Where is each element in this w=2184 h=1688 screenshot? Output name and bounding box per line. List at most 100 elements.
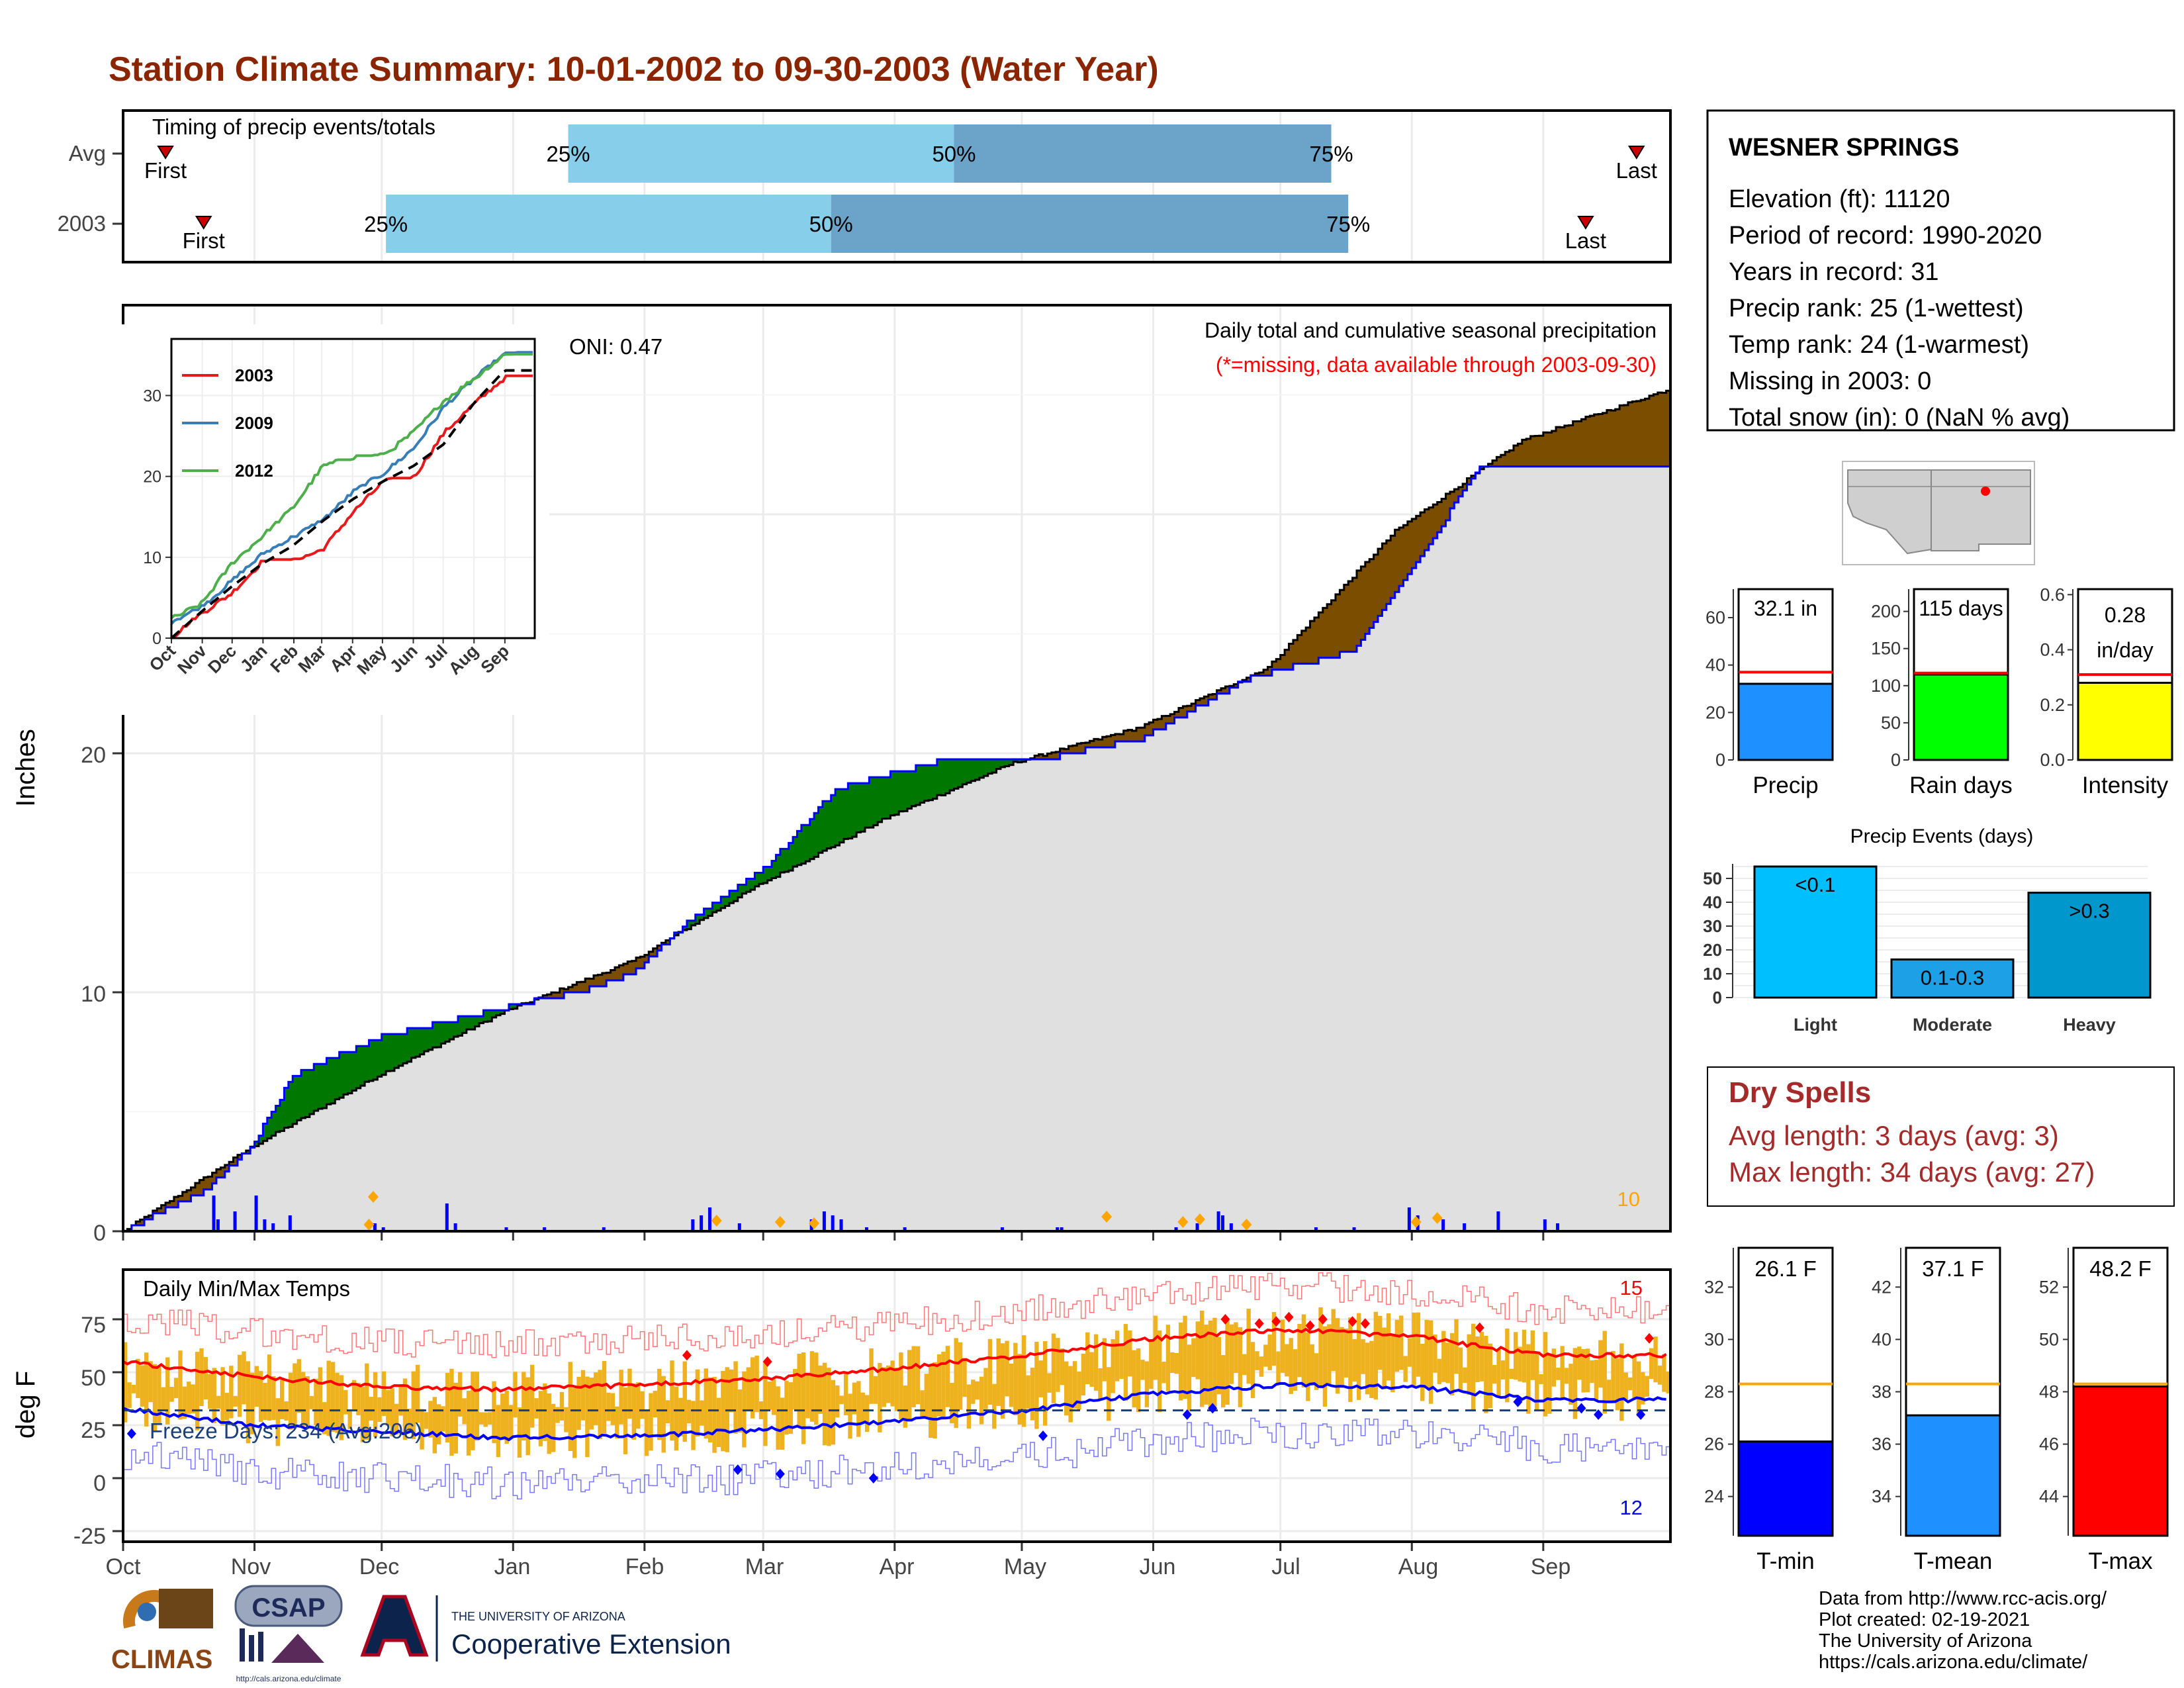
daily-temp-range-bar [169,1386,174,1402]
daily-temp-range-bar [700,1400,704,1426]
summary-bar-tick-label: 0 [1891,750,1901,770]
temp-series [122,1272,1670,1500]
daily-temp-range-bar [924,1374,929,1419]
temp-summary-bar [1905,1414,2001,1537]
daily-temp-range-bar [127,1382,132,1408]
temp-chart: Daily Min/Max Temps 15 12 Freeze Days: 2… [11,1268,1672,1579]
temp-summary-bar [2072,1385,2169,1537]
temp-summary-tick-label: 26 [1704,1434,1724,1454]
summary-bar-name: Rain days [1909,773,2013,798]
daily-temp-range-bar [1212,1317,1217,1407]
daily-temp-range-bar [407,1409,412,1432]
daily-temp-range-bar [1602,1331,1607,1414]
ua-logo: THE UNIVERSITY OF ARIZONA Cooperative Ex… [360,1595,731,1662]
daily-temp-range-bar [373,1372,378,1437]
daily-precip-bar [1496,1211,1500,1231]
daily-temp-range-bar [343,1389,348,1415]
daily-temp-range-bar [551,1403,556,1452]
temp-title: Daily Min/Max Temps [143,1276,350,1301]
daily-temp-range-bar [809,1351,815,1422]
daily-temp-range-bar [1530,1330,1535,1380]
daily-temp-range-bar [1081,1353,1086,1395]
daily-temp-range-bar [267,1354,272,1421]
temp-summary-name: T-min [1756,1548,1815,1574]
daily-temp-range-bar [335,1372,340,1433]
credit-line: The University of Arizona [1819,1630,2032,1652]
daily-precip-bar [1216,1211,1220,1231]
daily-temp-range-bar [1569,1364,1573,1405]
summary-bar-tick-label: 0.4 [2040,640,2065,660]
daily-temp-range-bar [1547,1354,1552,1414]
daily-temp-range-bar [140,1365,145,1407]
daily-temp-range-bar [1657,1365,1662,1385]
daily-temp-range-bar [1627,1377,1633,1391]
daily-temp-range-bar [178,1350,183,1420]
precip-event-marker [1241,1219,1252,1231]
daily-temp-range-bar [504,1390,509,1444]
precip-events-title: Precip Events (days) [1850,825,2034,847]
record-low-marker [868,1473,878,1483]
precip-event-bar-label: >0.3 [2069,900,2109,923]
precip-event-bar [2027,892,2152,999]
temp-summary-name: T-mean [1914,1548,1993,1574]
daily-temp-range-bar [1221,1355,1226,1408]
daily-count-label: 10 [1617,1188,1640,1211]
daily-temp-range-bar [751,1357,755,1419]
daily-temp-range-bar [767,1381,772,1410]
summary-bar-tick-label: 0.6 [2040,585,2065,604]
daily-precip-bar [1060,1227,1064,1231]
record-low-marker [1594,1409,1604,1420]
temp-summary-value-label: 37.1 F [1922,1256,1984,1281]
precip-frame [122,304,1672,1233]
daily-temp-range-bar [1564,1368,1569,1384]
record-high-marker [1284,1311,1294,1323]
temp-summary-tick-label: 24 [1704,1487,1724,1507]
daily-temp-range-bar [1238,1327,1243,1407]
daily-temp-range-bar [1416,1312,1421,1377]
daily-temp-range-bar [1009,1363,1014,1407]
daily-temp-range-bar [123,1342,128,1423]
daily-temp-range-bar [1123,1324,1128,1401]
record-high-marker [1271,1316,1281,1327]
daily-temp-range-bar [466,1390,471,1456]
timing-label: Timing of precip events/totals [152,115,435,139]
daily-temp-range-bar [1543,1332,1548,1417]
daily-temp-range-bar [1369,1340,1374,1398]
daily-temp-range-bar [1445,1342,1450,1383]
daily-temp-range-bar [1327,1324,1332,1385]
daily-temp-range-bar [682,1361,687,1442]
daily-temp-range-bar [365,1363,369,1440]
daily-temp-range-bar [903,1385,908,1428]
first-event-marker [157,146,174,160]
daily-temp-range-bar [1492,1364,1497,1384]
inset-y-tick-label: 20 [143,468,161,487]
timing-row-2003: 2003 [58,211,106,236]
record-high-marker [1347,1316,1357,1327]
daily-temp-range-bar [1276,1351,1281,1383]
daily-temp-range-bar [1318,1307,1323,1386]
daily-temp-range-bar [347,1409,352,1429]
daily-temp-range-bar [398,1384,403,1416]
daily-precip-bar [216,1219,220,1231]
daily-temp-range-bar [1021,1335,1026,1427]
daily-temp-range-bar [843,1373,848,1415]
daily-temp-range-bar [339,1375,344,1440]
daily-temp-range-bar [1484,1335,1488,1413]
precip-event-marker [809,1217,820,1229]
daily-temp-range-bar [780,1397,785,1450]
y-tick-label: 20 [81,743,106,768]
daily-precip-bar [233,1211,237,1231]
daily-temp-range-bar [250,1372,255,1434]
station-info-panel: WESNER SPRINGS Elevation (ft): 11120 Per… [1706,109,2175,432]
inset-average-line [170,369,533,639]
daily-temp-range-bar [1149,1339,1154,1389]
daily-temp-range-bar [1331,1309,1336,1372]
daily-temp-range-bar [212,1368,216,1424]
daily-temp-range-bar [318,1367,323,1431]
daily-temp-range-bar [894,1368,899,1411]
daily-temp-range-bar [1645,1376,1649,1397]
last-event-marker [1627,146,1645,160]
station-location-marker [1981,487,1990,496]
daily-temp-range-bar [1636,1361,1641,1417]
daily-temp-range-bar [793,1369,797,1410]
